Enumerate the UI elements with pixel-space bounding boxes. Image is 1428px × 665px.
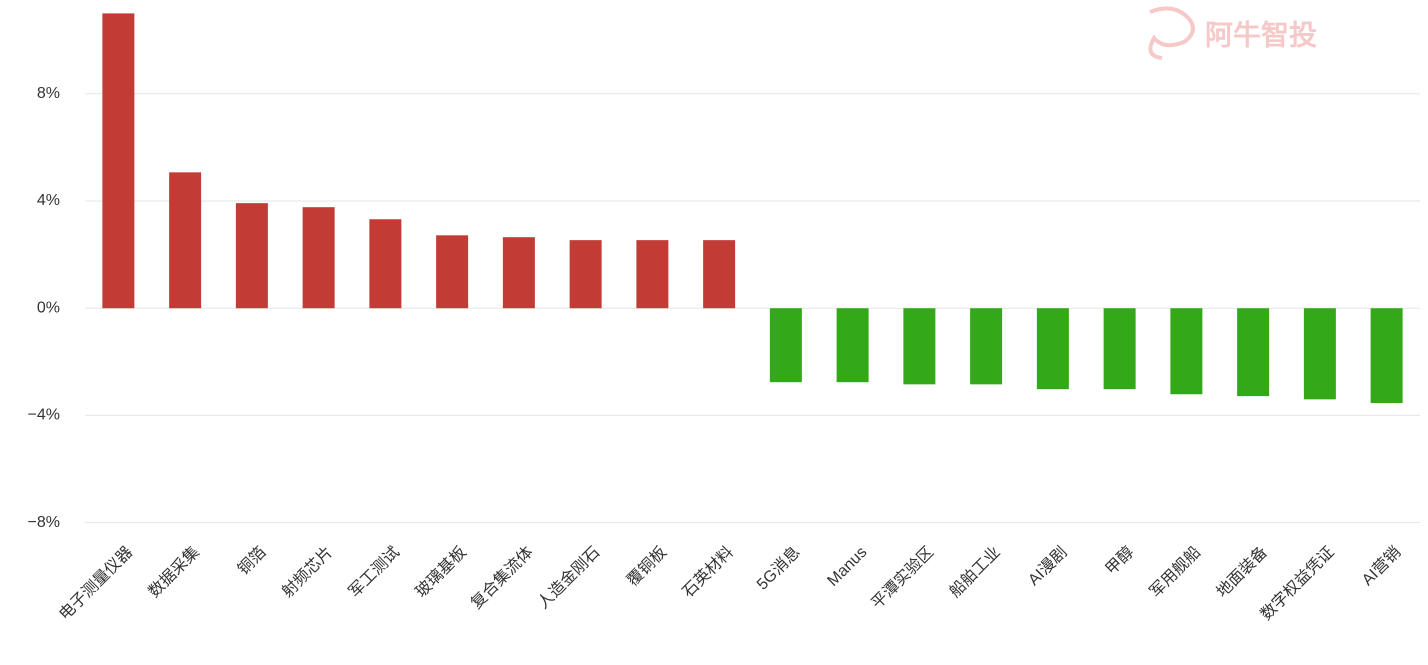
- x-tick-label: 数据采集: [145, 543, 203, 601]
- x-tick-label: 铜箔: [234, 543, 269, 578]
- bar: [903, 308, 936, 385]
- bar: [502, 237, 535, 309]
- bar: [235, 203, 268, 309]
- bar: [836, 308, 869, 383]
- bar: [1303, 308, 1336, 400]
- x-tick-label: 石英材料: [679, 543, 737, 601]
- bar: [102, 13, 135, 309]
- bar: [369, 219, 402, 309]
- x-tick-label: 覆铜板: [624, 543, 671, 590]
- logo-mark: [1148, 6, 1195, 60]
- x-tick-label: 人造金刚石: [534, 543, 603, 612]
- x-tick-label: 玻璃基板: [412, 543, 470, 601]
- bar: [1036, 308, 1069, 390]
- y-tick-label: −8%: [28, 514, 60, 531]
- bar: [1103, 308, 1136, 390]
- bar: [1370, 308, 1403, 404]
- x-tick-label: 射频芯片: [278, 543, 336, 601]
- bar: [769, 308, 802, 383]
- watermark-logo: 阿牛智投: [1148, 6, 1317, 60]
- bar: [970, 308, 1003, 385]
- watermark-text: 阿牛智投: [1205, 19, 1317, 50]
- x-tick-label: 平潭实验区: [868, 543, 937, 612]
- bar: [703, 240, 736, 309]
- bar: [302, 207, 335, 309]
- x-tick-label: AI营销: [1358, 543, 1404, 589]
- bar: [1170, 308, 1203, 395]
- x-tick-label: Manus: [824, 544, 870, 590]
- y-tick-label: 4%: [37, 192, 60, 209]
- bar: [636, 240, 669, 309]
- x-tick-label: 电子测量仪器: [56, 543, 137, 624]
- y-tick-label: −4%: [28, 407, 60, 424]
- bar: [169, 172, 202, 309]
- x-tick-label: 军用舰船: [1146, 543, 1204, 601]
- y-tick-label: 0%: [37, 299, 60, 316]
- bar: [1237, 308, 1270, 397]
- x-tick-label: 5G消息: [753, 543, 803, 593]
- x-tick-label: 地面装备: [1213, 543, 1271, 601]
- x-tick-label: 甲醇: [1102, 543, 1137, 578]
- y-tick-label: 8%: [37, 85, 60, 102]
- bar: [569, 240, 602, 309]
- x-tick-label: 船舶工业: [946, 543, 1004, 601]
- x-tick-label: 复合集流体: [467, 543, 536, 612]
- bar: [436, 235, 469, 309]
- x-tick-label: 军工测试: [345, 543, 403, 601]
- x-tick-label: AI漫剧: [1025, 543, 1071, 589]
